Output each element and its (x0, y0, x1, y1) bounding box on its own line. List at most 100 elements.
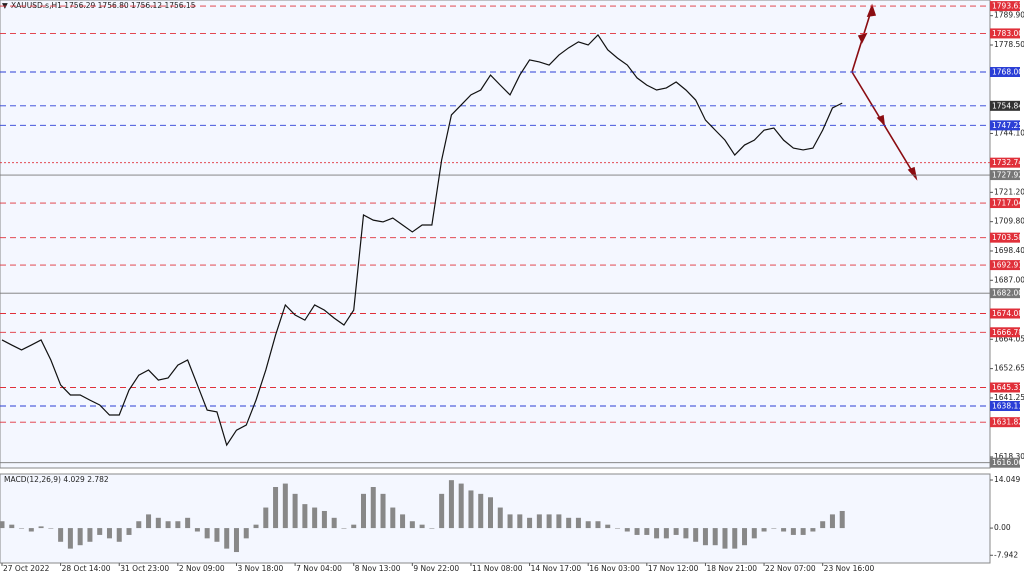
macd-bar (194, 528, 200, 532)
macd-bar (624, 528, 630, 532)
y-tick-label: 14.049 (994, 475, 1020, 484)
level-label: 1692.91 (992, 261, 1023, 270)
x-tick-label: 23 Nov 16:00 (824, 564, 875, 573)
x-tick-label: 17 Nov 12:00 (648, 564, 699, 573)
macd-bar (527, 517, 533, 529)
macd-bar (253, 524, 259, 529)
level-label: 1682.00 (992, 289, 1023, 298)
macd-bar (360, 493, 366, 529)
x-tick-label: 14 Nov 17:00 (531, 564, 582, 573)
macd-bar (829, 514, 835, 529)
level-label: 1754.84 (992, 101, 1023, 110)
y-tick-label: 1687.00 (994, 275, 1024, 284)
level-box (990, 382, 1020, 393)
chart-title: XAUUSD.s,H1 1756.29 1756.80 1756.12 1756… (11, 1, 196, 10)
macd-bar (126, 528, 132, 535)
y-tick-label: 1652.65 (994, 364, 1024, 373)
level-label: 1732.74 (992, 158, 1023, 167)
level-box (990, 100, 1020, 111)
macd-bar (458, 483, 464, 529)
macd-bar (634, 528, 640, 535)
y-tick-label: 1721.20 (994, 187, 1024, 196)
macd-bar (673, 528, 679, 535)
level-box (990, 67, 1020, 77)
macd-bar (693, 528, 699, 542)
macd-bar (419, 524, 425, 529)
macd-bar (390, 507, 396, 529)
arrow-head (857, 32, 868, 44)
macd-bar (566, 517, 572, 529)
macd-bar (654, 528, 660, 539)
macd-bar (224, 528, 230, 549)
macd-bar (77, 528, 83, 546)
level-label: 1747.25 (992, 121, 1023, 130)
macd-bar (781, 528, 787, 532)
macd-bar (556, 514, 562, 529)
macd-bar (243, 528, 249, 539)
macd-bar (839, 510, 845, 529)
x-tick-label: 27 Oct 2022 (3, 564, 50, 573)
x-tick-label: 31 Oct 23:00 (120, 564, 169, 573)
macd-bar (273, 487, 279, 529)
price-panel (0, 0, 991, 469)
macd-bar (185, 517, 191, 529)
macd-bar (536, 514, 542, 529)
macd-bar (810, 528, 816, 532)
macd-bar (19, 528, 25, 529)
y-tick-label: 1641.25 (994, 393, 1024, 402)
level-box (990, 120, 1020, 131)
macd-bar (9, 524, 15, 529)
y-tick-label: 1698.40 (994, 246, 1024, 255)
macd-bar (771, 528, 777, 529)
y-tick-label: 1664.05 (994, 334, 1024, 343)
macd-bar (321, 510, 327, 529)
macd-bar (97, 528, 103, 535)
x-tick-label: 28 Oct 14:00 (62, 564, 111, 573)
level-label: 1638.11 (992, 402, 1023, 411)
macd-bar (663, 528, 669, 539)
macd-bar (155, 517, 161, 529)
macd-bar (439, 493, 445, 529)
level-label: 1768.00 (992, 68, 1023, 77)
macd-bar (644, 528, 650, 535)
x-tick-label: 2 Nov 09:00 (179, 564, 225, 573)
macd-bar (302, 504, 308, 529)
macd-bar (575, 517, 581, 529)
x-tick-label: 7 Nov 04:00 (296, 564, 342, 573)
macd-bar (87, 528, 93, 542)
y-tick-label: 1744.10 (994, 128, 1024, 137)
macd-bar (722, 528, 728, 549)
price-line (1, 34, 843, 447)
macd-bar (761, 528, 767, 532)
macd-bar (351, 524, 357, 529)
x-tick-label: 11 Nov 08:00 (472, 564, 523, 573)
x-tick-label: 16 Nov 03:00 (589, 564, 640, 573)
macd-bar (0, 521, 5, 529)
y-tick-label: -7.942 (994, 550, 1018, 559)
x-tick-label: 18 Nov 21:00 (706, 564, 757, 573)
level-label: 1666.78 (992, 328, 1023, 337)
macd-bar (28, 528, 34, 532)
macd-bar (341, 528, 347, 529)
level-box (990, 28, 1020, 39)
macd-bar (497, 507, 503, 529)
macd-bar (751, 528, 757, 539)
arrow-head (866, 3, 877, 17)
macd-bar (48, 528, 54, 529)
macd-bar (790, 528, 796, 535)
level-box (990, 198, 1020, 209)
macd-bar (106, 528, 112, 539)
macd-bar (175, 521, 181, 529)
macd-bar (204, 528, 210, 539)
level-label: 1793.63 (992, 2, 1023, 11)
level-box (990, 288, 1020, 299)
level-label: 1783.00 (992, 29, 1023, 38)
macd-bar (517, 514, 523, 529)
macd-bar (546, 514, 552, 529)
macd-bar (233, 528, 239, 553)
macd-bar (429, 528, 435, 529)
macd-bar (742, 528, 748, 546)
level-box (990, 260, 1020, 271)
menu-icon: ▼ (2, 1, 8, 10)
